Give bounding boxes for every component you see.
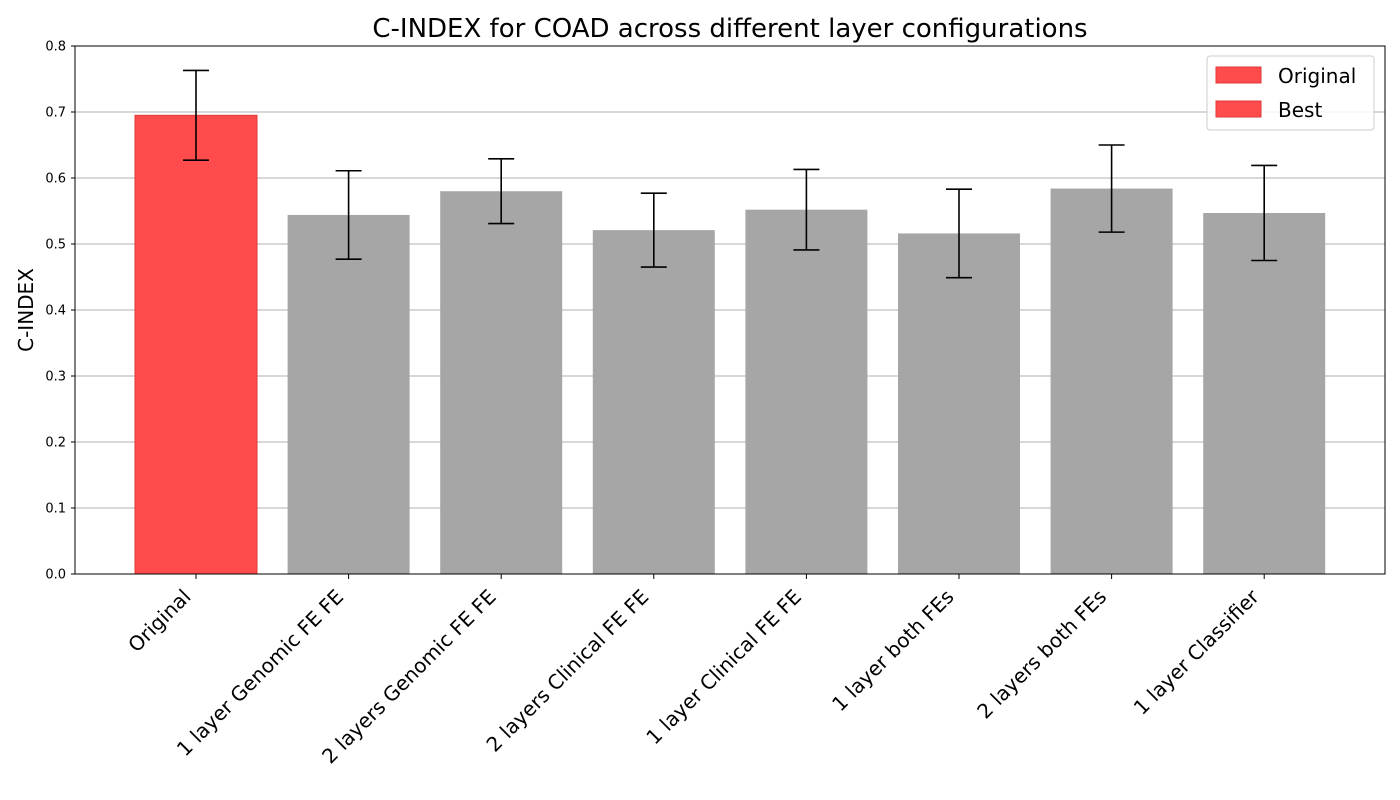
x-tick-label: 1 layer Classifier	[1129, 584, 1265, 720]
y-tick-label: 0.6	[45, 172, 66, 187]
x-tick-label: 1 layer both FEs	[827, 585, 959, 717]
gridlines	[75, 111, 1385, 509]
bar	[440, 191, 563, 574]
legend-label-best: Best	[1278, 98, 1322, 122]
x-tick-label: 2 layers Clinical FE FE	[481, 585, 653, 757]
y-axis-label: C-INDEX	[14, 268, 38, 352]
x-tick-label: 2 layers Genomic FE FE	[317, 585, 501, 769]
x-tick-label: 1 layer Genomic FE FE	[172, 585, 348, 761]
bar	[134, 114, 258, 575]
y-tick-label: 0.7	[45, 106, 66, 121]
bar	[1203, 212, 1326, 575]
bar	[592, 230, 715, 574]
x-tick-label: Original	[123, 585, 195, 657]
y-tick-label: 0.0	[45, 568, 66, 583]
legend-swatch-original	[1215, 66, 1262, 84]
y-tick-label: 0.2	[45, 436, 66, 451]
error-bars	[183, 69, 1278, 279]
y-tick-label: 0.1	[45, 502, 66, 517]
y-tick-label: 0.4	[45, 304, 66, 319]
legend-swatch-best	[1215, 100, 1262, 118]
bar	[898, 233, 1020, 574]
chart-title: C-INDEX for COAD across different layer …	[372, 14, 1087, 44]
bars	[134, 114, 1326, 575]
x-tick-label: 1 layer Clinical FE FE	[641, 585, 806, 750]
y-tick-label: 0.5	[45, 238, 66, 253]
x-tick-label: 2 layers both FEs	[972, 585, 1111, 724]
legend: Original Best	[1206, 55, 1375, 131]
y-tick-label: 0.3	[45, 370, 66, 385]
y-axis-ticks: 0.0 0.1 0.2 0.3 0.4 0.5 0.6 0.7 0.8	[45, 40, 75, 583]
bar	[1050, 188, 1173, 574]
bar	[745, 209, 868, 574]
bar	[287, 214, 410, 574]
y-tick-label: 0.8	[45, 40, 66, 55]
legend-label-original: Original	[1278, 64, 1356, 88]
